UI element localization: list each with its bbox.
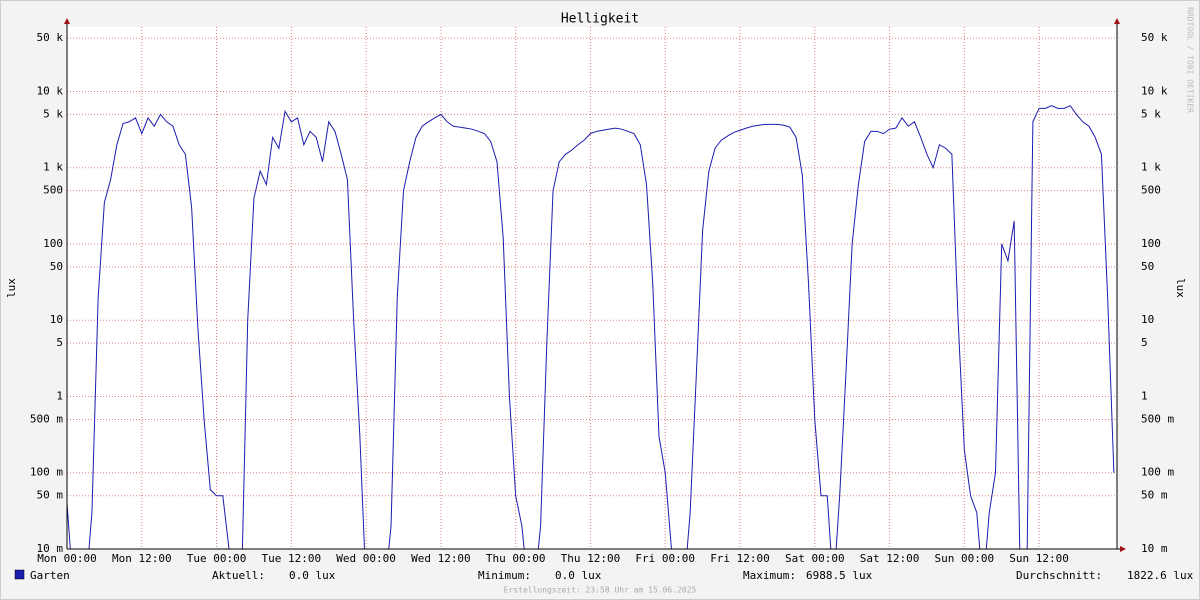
legend-swatch xyxy=(14,569,25,580)
legend-label: Garten xyxy=(30,569,70,582)
stat-label: Maximum: xyxy=(743,569,796,582)
x-tick-label: Tue 12:00 xyxy=(262,552,322,565)
y-tick-label: 100 m xyxy=(30,466,63,479)
y-tick-label: 50 xyxy=(50,260,63,273)
y-tick-label: 1 xyxy=(56,389,63,402)
x-tick-label: Sat 00:00 xyxy=(785,552,845,565)
axis-arrow xyxy=(64,18,70,24)
y-tick-label: 50 k xyxy=(37,31,64,44)
axis-arrow xyxy=(1120,546,1126,552)
y-tick-label: 5 xyxy=(56,336,63,349)
stat-label: Durchschnitt: xyxy=(1016,569,1102,582)
y2-tick-label: 1 k xyxy=(1141,161,1161,174)
y-axis-label: lux xyxy=(5,278,18,298)
y-tick-label: 100 xyxy=(43,237,63,250)
y2-tick-label: 100 xyxy=(1141,237,1161,250)
stat-value: 6988.5 lux xyxy=(806,569,873,582)
y-tick-label: 5 k xyxy=(43,107,63,120)
y2-tick-label: 50 xyxy=(1141,260,1154,273)
plot-area xyxy=(67,27,1117,549)
x-tick-label: Wed 00:00 xyxy=(336,552,396,565)
stat-value: 1822.6 lux xyxy=(1127,569,1194,582)
y2-tick-label: 1 xyxy=(1141,389,1148,402)
y2-tick-label: 10 m xyxy=(1141,542,1168,555)
y-tick-label: 500 xyxy=(43,184,63,197)
y2-tick-label: 50 m xyxy=(1141,489,1168,502)
x-tick-label: Sun 12:00 xyxy=(1009,552,1069,565)
y2-axis-label: lux xyxy=(1174,278,1187,298)
y2-tick-label: 10 xyxy=(1141,313,1154,326)
y-tick-label: 10 k xyxy=(37,84,64,97)
y-tick-label: 1 k xyxy=(43,161,63,174)
y-tick-label: 500 m xyxy=(30,412,63,425)
y2-tick-label: 5 xyxy=(1141,336,1148,349)
stat-label: Minimum: xyxy=(478,569,531,582)
footer: Erstellungszeit: 23:58 Uhr am 15.06.2025 xyxy=(504,586,697,595)
x-tick-label: Sat 12:00 xyxy=(860,552,920,565)
x-tick-label: Fri 00:00 xyxy=(635,552,695,565)
y2-tick-label: 50 k xyxy=(1141,31,1168,44)
y-tick-label: 10 xyxy=(50,313,63,326)
series xyxy=(67,105,1115,549)
data-line xyxy=(67,105,1115,549)
y2-tick-label: 500 m xyxy=(1141,412,1174,425)
axis-arrow xyxy=(1114,18,1120,24)
x-tick-label: Thu 12:00 xyxy=(561,552,621,565)
stat-value: 0.0 lux xyxy=(555,569,602,582)
x-tick-label: Mon 12:00 xyxy=(112,552,172,565)
y2-tick-label: 500 xyxy=(1141,184,1161,197)
chart-title: Helligkeit xyxy=(561,12,639,27)
y2-tick-label: 5 k xyxy=(1141,107,1161,120)
y-tick-label: 50 m xyxy=(37,489,64,502)
x-tick-label: Sun 00:00 xyxy=(935,552,995,565)
x-tick-label: Tue 00:00 xyxy=(187,552,247,565)
y2-tick-label: 100 m xyxy=(1141,466,1174,479)
x-tick-label: Thu 00:00 xyxy=(486,552,546,565)
stat-label: Aktuell: xyxy=(212,569,265,582)
x-tick-label: Wed 12:00 xyxy=(411,552,471,565)
x-tick-label: Mon 00:00 xyxy=(37,552,97,565)
stat-value: 0.0 lux xyxy=(289,569,336,582)
y-tick-label: 10 m xyxy=(37,542,64,555)
y2-tick-label: 10 k xyxy=(1141,84,1168,97)
x-tick-label: Fri 12:00 xyxy=(710,552,770,565)
watermark: RRDTOOL / TOBI OETIKER xyxy=(1186,7,1195,113)
